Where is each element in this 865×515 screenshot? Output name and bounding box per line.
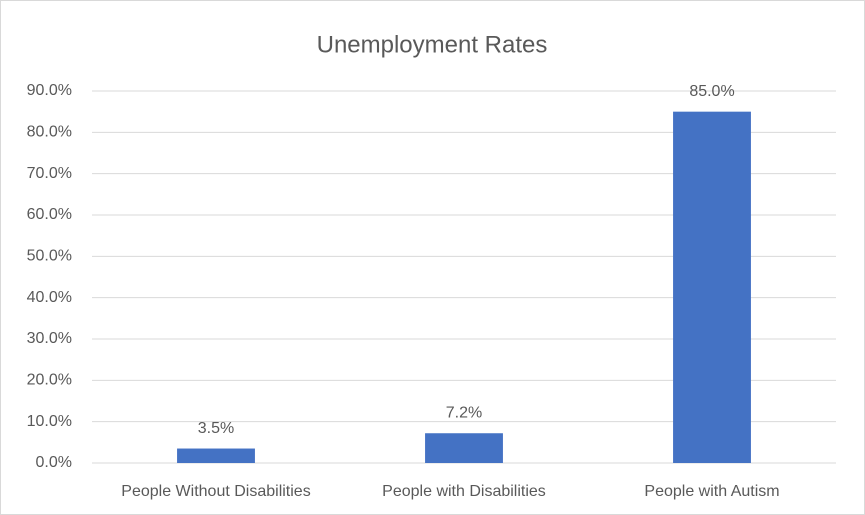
y-tick-label: 0.0% bbox=[36, 454, 72, 471]
y-tick-label: 50.0% bbox=[27, 248, 72, 265]
data-label: 3.5% bbox=[198, 420, 234, 437]
y-tick-label: 60.0% bbox=[27, 206, 72, 223]
data-label: 7.2% bbox=[446, 404, 482, 421]
chart-title: Unemployment Rates bbox=[317, 31, 548, 58]
data-label: 85.0% bbox=[689, 83, 734, 100]
y-tick-label: 30.0% bbox=[27, 330, 72, 347]
y-tick-label: 90.0% bbox=[27, 82, 72, 99]
y-tick-label: 40.0% bbox=[27, 289, 72, 306]
bar bbox=[177, 448, 255, 463]
y-tick-label: 80.0% bbox=[27, 124, 72, 141]
y-tick-label: 20.0% bbox=[27, 372, 72, 389]
x-tick-label: People with Disabilities bbox=[382, 483, 546, 500]
x-tick-label: People with Autism bbox=[644, 483, 779, 500]
y-tick-label: 10.0% bbox=[27, 413, 72, 430]
x-tick-label: People Without Disabilities bbox=[121, 483, 310, 500]
y-tick-label: 70.0% bbox=[27, 165, 72, 182]
bar bbox=[425, 433, 503, 463]
bar bbox=[673, 111, 751, 464]
